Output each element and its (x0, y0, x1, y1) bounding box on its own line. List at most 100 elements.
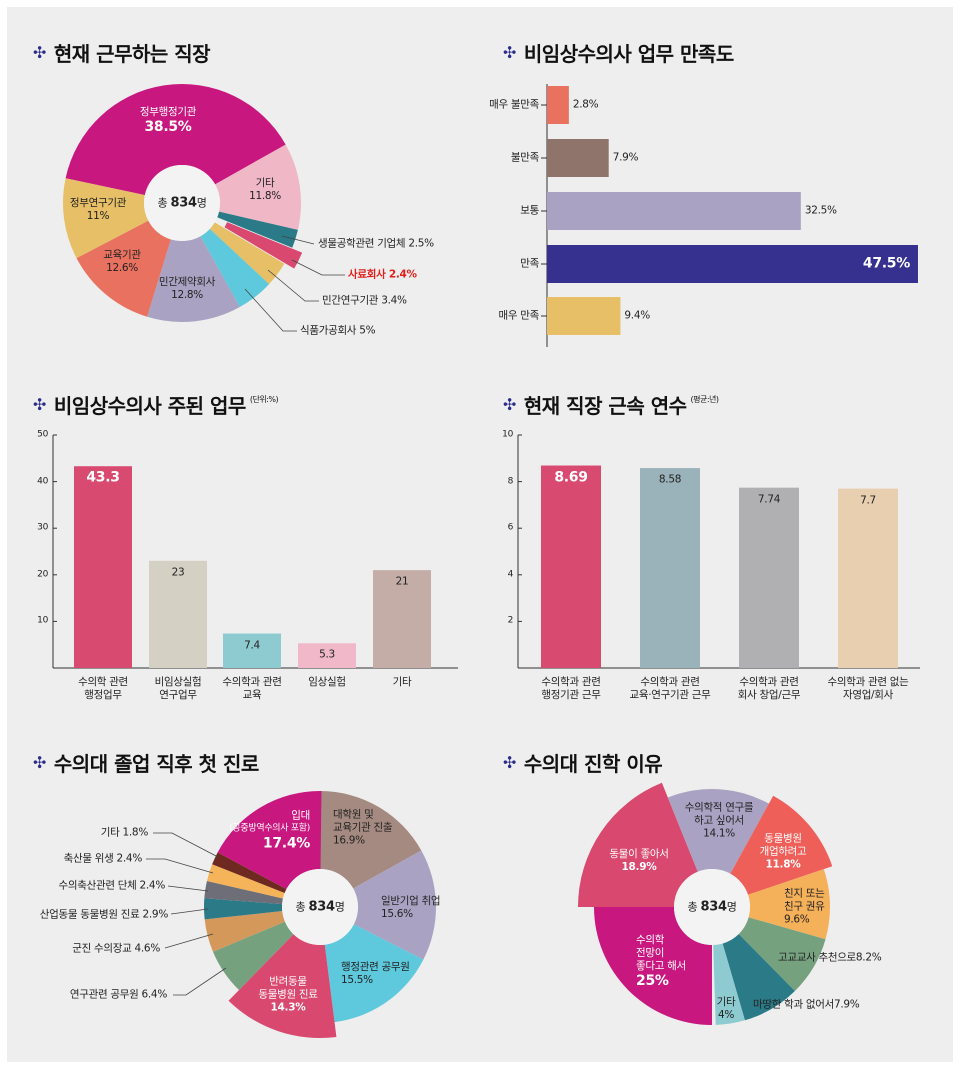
slice-label: 축산물 위생 2.4% (64, 852, 143, 866)
pie-slice (209, 222, 285, 285)
slice-label: 일반기업 취업 15.6% (381, 895, 441, 921)
slice-label-text: 동물병원 개업하려고 (759, 832, 807, 858)
data-label: 8.69 (554, 469, 588, 486)
slice-label: 민간제약회사 12.8% (159, 276, 215, 302)
slice-value: 2.9% (142, 908, 169, 921)
center-number: 834 (700, 899, 727, 915)
category-label: 매우 불만족 (489, 98, 539, 111)
slice-label: 기타 11.8% (249, 177, 281, 203)
title-text: 수의대 졸업 직후 첫 진로 (53, 752, 259, 776)
chart-title-satisfaction: ✣ 비임상수의사 업무 만족도 (503, 38, 734, 67)
bar (223, 633, 281, 668)
four-diamond-ornament-icon: ✣ (503, 753, 516, 772)
slice-value: 8.2% (855, 951, 882, 964)
slice-label-text: 일반기업 취업 (381, 895, 441, 907)
title-text: 수의대 진학 이유 (523, 752, 663, 776)
slice-value: 11.8% (249, 190, 281, 202)
slice-label: 민간연구기관 3.4% (322, 295, 407, 308)
slice-label: 사료회사 2.4% (348, 269, 417, 282)
pie-center-label: 총 834명 (295, 901, 344, 914)
y-tick-label: 40 (37, 476, 48, 487)
category-label: 임상실험 (308, 676, 346, 688)
slice-label-text: 수의학 전망이 좋다고 해서 (636, 934, 686, 972)
category-label: 수의학과 관련 행정기관 근무 (541, 676, 601, 701)
category-label: 수의학 관련 행정업무 (78, 676, 128, 701)
slice-label: 수의학적 연구를 하고 싶어서 14.1% (685, 802, 754, 841)
data-label: 47.5% (862, 255, 910, 272)
slice-label: 대학원 및 교육기관 진출 16.9% (333, 809, 393, 848)
pie-center-label: 총 834명 (687, 901, 736, 914)
data-label: 7.4 (244, 639, 260, 652)
slice-label-text: 고교교사 추천으로 (778, 951, 856, 964)
slice-label: 수의학 전망이 좋다고 해서 25% (636, 934, 686, 990)
slice-value: 2.4% (116, 852, 143, 865)
y-tick-label: 10 (37, 615, 48, 626)
pie-slice (594, 907, 712, 1025)
slice-label: 입대 (공중방역수의사 포함) 17.4% (229, 810, 310, 853)
leader-line (281, 235, 315, 245)
leader-line (173, 967, 227, 996)
category-label: 수의학과 관련 교육 (222, 676, 282, 701)
pie-center-hole (282, 869, 358, 945)
pie-slice (217, 791, 322, 890)
slice-label: 연구관련 공무원 6.4% (70, 989, 167, 1002)
bar (149, 560, 207, 668)
leader-line (170, 908, 209, 915)
slice-label-text: 기타 (255, 177, 275, 189)
data-label: 8.58 (658, 473, 682, 486)
slice-label-text: 마땅한 학과 없어서 (753, 998, 834, 1011)
slice-label: 동물이 좋아서 18.9% (609, 848, 669, 874)
data-label: 21 (395, 575, 409, 588)
chart-title-workplace: ✣ 현재 근무하는 직장 (33, 38, 211, 67)
slice-value: 3.4% (381, 294, 407, 307)
leader-line (267, 269, 319, 302)
slice-label-text: 수의축산관련 단체 (58, 879, 137, 892)
bar (74, 466, 132, 668)
slice-value: 5% (359, 324, 376, 337)
slice-label-text: 정부행정기관 (139, 106, 197, 118)
center-number: 834 (170, 195, 197, 211)
center-prefix: 총 (295, 900, 309, 914)
title-text: 현재 근무하는 직장 (53, 42, 211, 66)
chart-title-tenure: ✣ 현재 직장 근속 연수 (평균:년) (503, 390, 719, 419)
pie-center-hole (144, 165, 220, 241)
slice-value: 11.8% (765, 858, 801, 871)
pie-slice (204, 911, 285, 952)
pie-slice (62, 178, 149, 259)
y-tick-label: 30 (37, 522, 48, 533)
slice-label: 식품가공회사 5% (300, 324, 376, 338)
pie-slice (206, 864, 285, 899)
slice-value: 2.4% (139, 879, 166, 892)
slice-value: 9.6% (784, 913, 810, 926)
category-label: 수의학과 관련 없는 자영업/회사 (827, 676, 909, 701)
slice-label-text: 행정관련 공무원 (341, 961, 410, 973)
slice-label-text: 생물공학관련 기업체 (318, 237, 406, 250)
slice-label-text: 동물이 좋아서 (609, 848, 669, 860)
y-tick-label: 10 (502, 429, 513, 440)
slice-value: 4% (717, 1009, 735, 1021)
category-label: 보통 (520, 204, 539, 217)
data-label: 2.8% (572, 98, 599, 111)
pie-slice (200, 228, 270, 308)
slice-value: 2.5% (408, 237, 434, 250)
bar (640, 468, 700, 668)
slice-value: 15.5% (341, 974, 373, 986)
category-label: 만족 (520, 257, 539, 270)
pie-slice (353, 850, 437, 960)
y-tick-label: 50 (37, 429, 48, 440)
data-label: 32.5% (804, 204, 837, 217)
slice-label-text: 연구관련 공무원 (69, 988, 139, 1001)
leader-line (167, 885, 209, 892)
center-suffix: 명 (334, 900, 345, 914)
slice-label-text: 기타 (100, 826, 120, 839)
pie-center-hole (674, 869, 750, 945)
bar (838, 488, 898, 668)
slice-value: 4.6% (134, 942, 161, 955)
pie-slice (730, 795, 833, 895)
title-text: 비임상수의사 주된 업무 (53, 394, 246, 418)
slice-label: 정부행정기관 38.5% (140, 106, 196, 136)
slice-value: 25% (636, 973, 669, 989)
chart-title-main-work: ✣ 비임상수의사 주된 업무 (단위:%) (33, 390, 279, 419)
data-label: 9.4% (624, 309, 650, 322)
category-label: 비임상실험 연구업무 (154, 676, 202, 701)
